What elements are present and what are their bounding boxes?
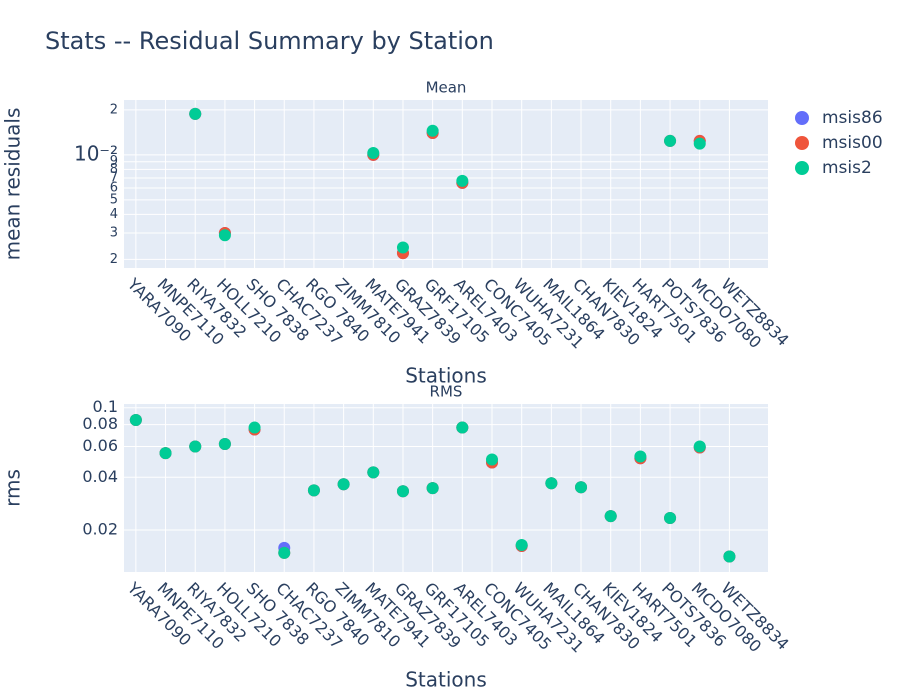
- marker: [218, 229, 231, 242]
- marker: [515, 539, 528, 552]
- y-tick-label: 2: [110, 252, 118, 267]
- y-tick-label: 9: [110, 154, 118, 169]
- y-tick-label: 6: [110, 181, 118, 196]
- y-tick-label: 5: [110, 192, 118, 207]
- marker: [664, 134, 677, 147]
- legend-marker: [795, 136, 809, 150]
- y-axis-title: rms: [1, 469, 25, 507]
- marker: [456, 174, 469, 187]
- subplot-title: Mean: [426, 79, 467, 97]
- marker: [426, 482, 439, 495]
- marker: [367, 466, 380, 479]
- marker: [278, 546, 291, 559]
- marker: [396, 241, 409, 254]
- y-tick-label: 0.04: [82, 467, 118, 486]
- marker: [634, 450, 647, 463]
- marker: [337, 478, 350, 491]
- legend-marker: [795, 111, 809, 125]
- marker: [248, 421, 261, 434]
- marker: [307, 484, 320, 497]
- y-tick-label: 7: [110, 171, 118, 186]
- marker: [723, 550, 736, 563]
- marker: [545, 477, 558, 490]
- marker: [189, 107, 202, 120]
- marker: [486, 453, 498, 466]
- marker: [456, 421, 469, 434]
- marker: [426, 124, 439, 137]
- marker: [664, 512, 677, 525]
- marker: [575, 481, 588, 494]
- plot-background: [124, 100, 768, 268]
- marker: [693, 137, 706, 150]
- legend-marker: [795, 161, 809, 175]
- legend-label: msis86: [822, 108, 883, 128]
- marker: [693, 440, 706, 453]
- y-tick-label: 2: [110, 102, 118, 117]
- x-axis-title: Stations: [405, 668, 487, 692]
- marker: [129, 414, 142, 427]
- legend-label: msis00: [822, 133, 883, 153]
- marker: [159, 447, 172, 460]
- marker: [396, 485, 409, 498]
- marker: [218, 438, 231, 451]
- subplot-title: RMS: [430, 383, 463, 401]
- y-tick-label: 0.08: [82, 414, 118, 433]
- y-tick-label: 10⁻²: [74, 141, 118, 165]
- y-tick-label: 0.1: [93, 397, 118, 416]
- y-tick-label: 3: [110, 226, 118, 241]
- y-tick-label: 4: [110, 207, 118, 222]
- y-tick-label: 8: [110, 162, 118, 177]
- plot-background: [124, 404, 768, 572]
- marker: [367, 146, 380, 159]
- y-tick-label: 0.02: [82, 519, 118, 538]
- figure-title: Stats -- Residual Summary by Station: [45, 27, 494, 55]
- y-axis-title: mean residuals: [1, 108, 25, 261]
- marker: [189, 440, 202, 453]
- x-axis-title: Stations: [405, 364, 487, 388]
- y-tick-label: 0.06: [82, 436, 118, 455]
- legend-label: msis2: [822, 158, 872, 178]
- marker: [604, 510, 617, 523]
